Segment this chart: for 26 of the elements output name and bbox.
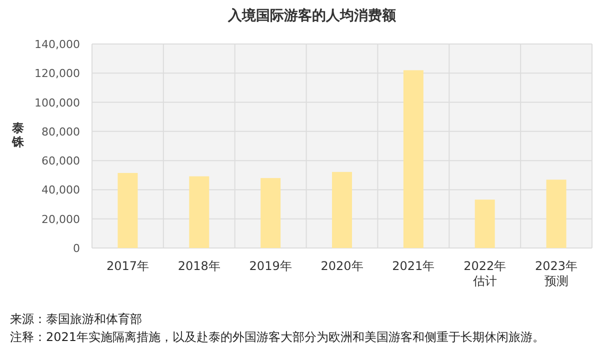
- x-tick-label: 2023年预测: [535, 259, 578, 288]
- bar: [118, 172, 138, 248]
- bar: [189, 176, 210, 248]
- bar: [403, 70, 424, 248]
- y-tick-label: 0: [73, 242, 80, 255]
- y-tick-label: 140,000: [34, 38, 80, 51]
- bar: [260, 178, 281, 248]
- bar: [474, 200, 495, 248]
- x-tick-label: 2019年: [249, 259, 292, 273]
- y-tick-label: 40,000: [42, 184, 80, 197]
- y-tick-label: 80,000: [42, 125, 80, 138]
- bar: [546, 180, 566, 248]
- y-axis-title: 泰铢: [11, 121, 25, 149]
- x-tick-label: 2017年: [106, 259, 149, 273]
- source-note: 来源：泰国旅游和体育部: [10, 312, 142, 326]
- y-tick-label: 60,000: [42, 154, 80, 168]
- y-tick-label: 20,000: [42, 212, 80, 226]
- bar: [332, 172, 352, 248]
- x-tick-label: 2021年: [392, 259, 435, 273]
- x-tick-label: 2022年估计: [464, 259, 506, 288]
- chart-title: 入境国际游客的人均消费额: [227, 7, 397, 24]
- y-tick-label: 100,000: [34, 96, 80, 110]
- x-tick-label: 2020年: [320, 259, 364, 273]
- x-tick-label: 2018年: [178, 259, 220, 273]
- text: 注释：2021年实施隔离措施，以及赴泰的外国游客大部分为欧洲和美国游客和侧重于长期休闲旅游。: [10, 330, 545, 344]
- y-tick-label: 120,000: [34, 67, 80, 80]
